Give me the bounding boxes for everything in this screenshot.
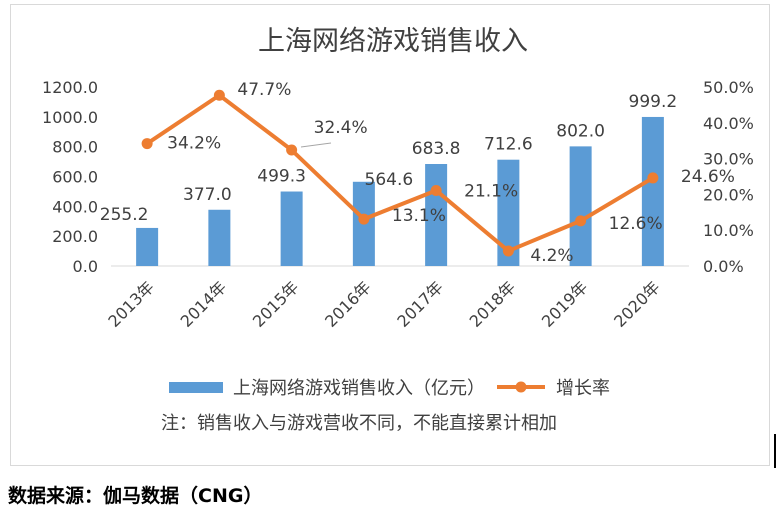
source-note: 数据来源：伽马数据（CNG） — [8, 485, 263, 507]
growth-value-label: 21.1% — [464, 181, 518, 201]
y-left-tick-label: 600.0 — [52, 168, 98, 187]
y-right-tick-label: 0.0% — [703, 257, 744, 276]
growth-point — [141, 138, 153, 150]
growth-point — [213, 89, 225, 101]
growth-value-label: 13.1% — [392, 206, 446, 226]
growth-value-label: 12.6% — [609, 214, 663, 234]
y-left-tick-label: 400.0 — [52, 197, 98, 216]
callout-leader — [300, 142, 332, 148]
y-right-tick-label: 20.0% — [703, 185, 754, 204]
x-axis: 2013年 2014年 2015年 2016年 2017年 2018年 2019年 2020年 — [104, 277, 663, 331]
growth-value-label: 34.2% — [167, 134, 221, 154]
bar — [208, 209, 231, 266]
bar — [280, 191, 303, 266]
bar-value-labels: 255.2 377.0 499.3 564.6 683.8 712.6 802.0 999.2 — [100, 92, 677, 225]
y-left-tick-label: 1200.0 — [42, 78, 98, 97]
chart-title: 上海网络游戏销售收入 — [258, 26, 528, 57]
bar-value-label: 499.3 — [257, 167, 306, 187]
x-tick-label: 2015年 — [249, 277, 303, 331]
bar-value-label: 999.2 — [629, 92, 678, 112]
y-left-tick-label: 1000.0 — [42, 108, 98, 127]
bar-series — [136, 116, 664, 266]
bar-value-label: 564.6 — [365, 170, 414, 190]
bar-value-label: 683.8 — [412, 139, 461, 159]
bar-value-label: 802.0 — [556, 121, 605, 141]
y-right-tick-label: 40.0% — [703, 114, 754, 133]
legend: 上海网络游戏销售收入（亿元） 增长率 — [169, 378, 610, 399]
bar — [569, 146, 592, 266]
growth-value-label: 24.6% — [681, 167, 735, 187]
growth-value-label: 32.4% — [314, 118, 368, 138]
growth-line — [146, 93, 654, 253]
chart: 上海网络游戏销售收入 0.0 200.0 400.0 600.0 800.0 1000.0… — [42, 26, 754, 434]
bar-value-label: 255.2 — [100, 205, 149, 225]
legend-bar-label: 上海网络游戏销售收入（亿元） — [233, 378, 485, 399]
growth-point — [647, 172, 659, 184]
growth-value-label: 4.2% — [530, 246, 573, 266]
y-left-tick-label: 800.0 — [52, 138, 98, 157]
y-left-tick-label: 200.0 — [52, 227, 98, 246]
bar — [497, 159, 520, 266]
y-right-tick-label: 10.0% — [703, 221, 754, 240]
x-tick-label: 2018年 — [466, 277, 520, 331]
growth-point — [286, 144, 298, 156]
growth-point — [430, 184, 442, 196]
y-right-tick-label: 50.0% — [703, 78, 754, 97]
x-tick-label: 2017年 — [393, 277, 447, 331]
growth-value-label: 47.7% — [237, 80, 291, 100]
growth-point — [358, 213, 370, 225]
x-tick-label: 2016年 — [321, 277, 375, 331]
y-right-tick-label: 30.0% — [703, 150, 754, 169]
legend-line-marker — [515, 381, 527, 393]
x-tick-label: 2020年 — [610, 277, 664, 331]
chart-note: 注：销售收入与游戏营收不同，不能直接累计相加 — [161, 413, 557, 434]
growth-line-series — [141, 89, 659, 257]
x-tick-label: 2014年 — [177, 277, 231, 331]
y-left-axis: 0.0 200.0 400.0 600.0 800.0 1000.0 1200.0 — [42, 78, 98, 276]
bar-value-label: 712.6 — [484, 135, 533, 155]
x-tick-label: 2013年 — [104, 277, 158, 331]
legend-bar-swatch — [169, 382, 223, 393]
bar — [425, 163, 448, 266]
y-left-tick-label: 0.0 — [73, 257, 98, 276]
growth-point — [502, 245, 514, 257]
text-cursor — [774, 434, 776, 468]
x-tick-label: 2019年 — [538, 277, 592, 331]
y-right-axis: 0.0% 10.0% 20.0% 30.0% 40.0% 50.0% — [703, 78, 754, 276]
growth-value-labels: 34.2% 47.7% 32.4% 13.1% 21.1% 4.2% 12.6% 24.6% — [167, 80, 735, 266]
chart-frame: 上海网络游戏销售收入 0.0 200.0 400.0 600.0 800.0 1000.0… — [10, 4, 770, 466]
bar — [641, 116, 664, 266]
bar — [136, 227, 159, 266]
bar-value-label: 377.0 — [183, 185, 232, 205]
growth-point — [575, 215, 587, 227]
legend-line-label: 增长率 — [556, 378, 610, 399]
